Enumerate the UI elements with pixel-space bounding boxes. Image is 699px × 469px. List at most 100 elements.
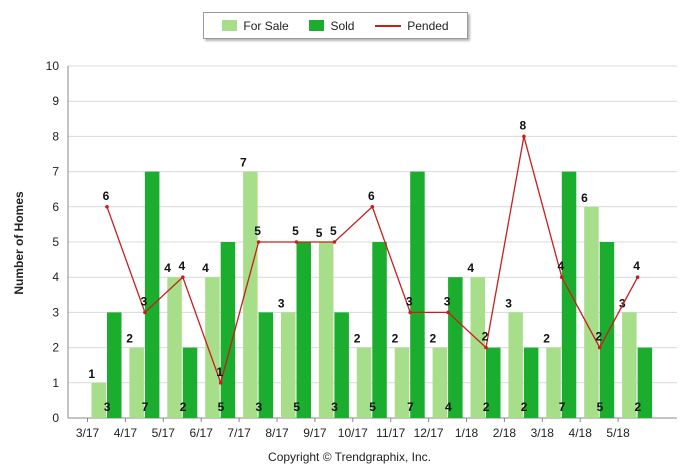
pended-data-label: 1 <box>216 365 223 379</box>
sold-data-label: 7 <box>559 400 566 414</box>
sold-data-label: 3 <box>104 400 111 414</box>
pended-point <box>484 345 488 350</box>
sold-bar <box>448 277 463 418</box>
pended-point <box>522 134 526 139</box>
sold-bar <box>523 347 539 418</box>
for-sale-data-label: 6 <box>581 191 588 205</box>
x-tick-label: 7/17 <box>227 426 251 440</box>
x-tick-label: 3/18 <box>531 426 555 440</box>
sold-bar <box>220 242 236 418</box>
pended-point <box>597 345 602 350</box>
for-sale-bar <box>281 312 296 418</box>
pended-data-label: 5 <box>292 224 299 238</box>
sold-bar <box>334 312 349 418</box>
pended-data-label: 3 <box>444 294 451 308</box>
for-sale-data-label: 4 <box>467 261 474 275</box>
pended-point <box>181 275 185 280</box>
for-sale-data-label: 5 <box>316 226 323 240</box>
sold-bar <box>372 242 387 418</box>
for-sale-data-label: 2 <box>354 332 361 346</box>
sold-data-label: 2 <box>180 400 187 414</box>
x-tick-label: 12/17 <box>414 426 444 440</box>
sold-bar <box>107 312 122 418</box>
for-sale-data-label: 4 <box>164 261 171 275</box>
sold-bar <box>561 171 577 418</box>
for-sale-bar <box>546 347 561 418</box>
pended-data-label: 6 <box>368 189 375 203</box>
pended-data-label: 5 <box>254 224 261 238</box>
sold-swatch <box>309 20 325 31</box>
x-tick-label: 5/18 <box>606 426 630 440</box>
for-sale-bar <box>91 382 106 418</box>
sold-bar <box>258 312 274 418</box>
y-tick-label: 0 <box>52 411 59 425</box>
x-tick-label: 8/17 <box>265 426 289 440</box>
y-tick-label: 4 <box>52 270 59 284</box>
sold-bar <box>599 242 615 418</box>
copyright-text: Copyright © Trendgraphix, Inc. <box>268 450 431 464</box>
x-tick-label: 5/17 <box>152 426 176 440</box>
for-sale-bar <box>356 347 372 418</box>
sold-data-label: 5 <box>369 400 376 414</box>
for-sale-data-label: 4 <box>202 261 209 275</box>
for-sale-data-label: 3 <box>505 296 512 310</box>
pended-point <box>408 310 413 315</box>
for-sale-data-label: 2 <box>126 332 133 346</box>
pended-point <box>370 205 375 209</box>
for-sale-data-label: 3 <box>278 296 285 310</box>
for-sale-data-label: 2 <box>543 332 550 346</box>
legend-item-for-sale: For Sale <box>222 19 289 33</box>
sold-data-label: 2 <box>635 400 642 414</box>
y-tick-label: 5 <box>52 235 59 249</box>
pended-swatch <box>375 24 402 27</box>
for-sale-data-label: 3 <box>619 296 626 310</box>
pended-point <box>143 310 147 315</box>
for-sale-bar <box>394 347 410 418</box>
sold-data-label: 5 <box>293 400 300 414</box>
pended-data-label: 2 <box>482 330 489 344</box>
sold-bar <box>144 171 160 418</box>
for-sale-bar <box>129 347 144 418</box>
pended-data-label: 3 <box>406 294 413 308</box>
y-tick-label: 1 <box>52 376 59 390</box>
legend-label-sold: Sold <box>330 18 355 33</box>
pended-data-label: 2 <box>595 330 602 344</box>
pended-point <box>332 240 337 244</box>
y-tick-label: 2 <box>52 341 59 355</box>
pended-point <box>446 310 450 315</box>
chart-legend: For Sale Sold Pended <box>203 12 468 39</box>
pended-data-label: 4 <box>178 259 185 273</box>
pended-data-label: 3 <box>141 294 148 308</box>
legend-item-sold: Sold <box>309 19 354 33</box>
x-tick-label: 10/17 <box>338 426 368 440</box>
pended-point <box>105 205 109 209</box>
sold-data-label: 7 <box>407 400 414 414</box>
sold-data-label: 5 <box>218 400 225 414</box>
for-sale-data-label: 2 <box>392 332 399 346</box>
for-sale-bar <box>205 277 220 418</box>
y-tick-label: 10 <box>46 59 60 73</box>
pended-point <box>218 381 223 385</box>
sold-data-label: 3 <box>256 400 263 414</box>
x-tick-label: 11/17 <box>376 426 405 440</box>
for-sale-bar <box>318 242 334 418</box>
sold-data-label: 4 <box>445 400 452 414</box>
pended-data-label: 6 <box>103 189 110 203</box>
for-sale-bar <box>243 171 258 418</box>
pended-data-label: 8 <box>520 118 527 132</box>
for-sale-bar <box>584 206 599 418</box>
legend-label-pended: Pended <box>407 18 449 33</box>
x-tick-label: 3/17 <box>76 426 100 440</box>
sold-bar <box>486 347 501 418</box>
sold-bar <box>410 171 425 418</box>
x-tick-label: 4/18 <box>569 426 593 440</box>
sold-bar <box>296 242 311 418</box>
pended-data-label: 4 <box>557 259 564 273</box>
for-sale-bar <box>167 277 182 418</box>
y-tick-label: 6 <box>52 200 59 214</box>
y-tick-label: 9 <box>52 94 59 108</box>
sold-data-label: 7 <box>142 400 149 414</box>
pended-point <box>635 275 640 280</box>
y-tick-label: 3 <box>52 305 59 319</box>
x-tick-label: 1/18 <box>455 426 479 440</box>
